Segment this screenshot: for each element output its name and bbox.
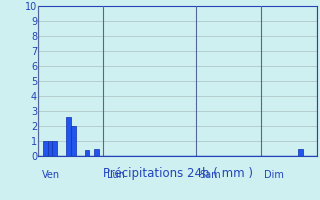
Text: Dim: Dim — [264, 170, 284, 180]
Bar — [52, 141, 57, 156]
Text: Lun: Lun — [107, 170, 124, 180]
Bar — [298, 148, 303, 156]
Bar — [85, 150, 90, 156]
Bar — [43, 141, 48, 156]
Bar — [48, 141, 52, 156]
Bar — [94, 148, 99, 156]
Bar — [71, 126, 76, 156]
Bar — [66, 117, 71, 156]
Text: Sam: Sam — [199, 170, 221, 180]
Text: Ven: Ven — [42, 170, 60, 180]
X-axis label: Précipitations 24h ( mm ): Précipitations 24h ( mm ) — [103, 167, 252, 180]
